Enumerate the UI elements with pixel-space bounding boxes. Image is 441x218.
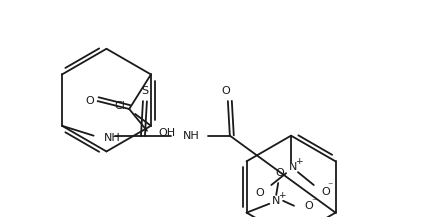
- Text: +: +: [278, 191, 286, 200]
- Text: O: O: [221, 86, 230, 96]
- Text: O: O: [305, 201, 314, 211]
- Text: N: N: [289, 162, 297, 172]
- Text: NH: NH: [183, 131, 199, 141]
- Text: N: N: [272, 196, 280, 206]
- Text: ⁻: ⁻: [311, 197, 317, 207]
- Text: O: O: [321, 187, 330, 197]
- Text: O: O: [86, 96, 94, 106]
- Text: S: S: [142, 86, 149, 96]
- Text: Cl: Cl: [114, 101, 125, 111]
- Text: O: O: [276, 168, 284, 178]
- Text: NH: NH: [104, 133, 120, 143]
- Text: O: O: [255, 188, 264, 198]
- Text: +: +: [295, 157, 303, 166]
- Text: OH: OH: [159, 128, 176, 138]
- Text: ⁻: ⁻: [328, 181, 333, 191]
